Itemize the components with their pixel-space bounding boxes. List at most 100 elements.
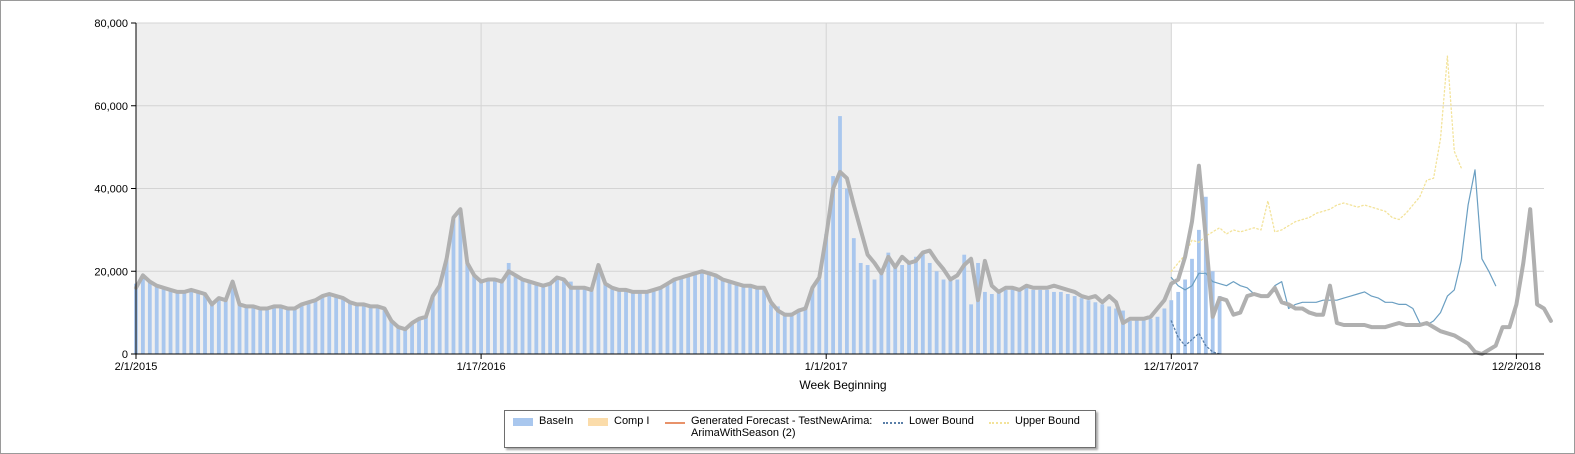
bar-basein (1162, 308, 1167, 354)
bar-basein (161, 287, 166, 354)
bar-basein (479, 281, 483, 354)
bar-basein (803, 306, 808, 354)
legend-item-lower-bound: Lower Bound (883, 415, 974, 427)
bar-basein (1017, 287, 1022, 354)
bar-basein (299, 304, 304, 354)
legend-label-basein: BaseIn (539, 415, 574, 427)
bar-basein (596, 271, 601, 354)
bar-basein (216, 298, 221, 354)
bar-basein (548, 283, 553, 354)
bar-basein (313, 300, 318, 354)
bar-basein (637, 291, 642, 354)
bar-basein (451, 219, 456, 354)
bar-basein (410, 322, 414, 354)
bar-basein (562, 279, 566, 354)
bar-basein (520, 279, 525, 354)
bar-basein (1134, 318, 1139, 354)
bar-basein (251, 306, 256, 354)
bar-basein (631, 291, 635, 354)
y-tick-label: 80,000 (94, 18, 128, 30)
bar-basein (575, 287, 580, 354)
bar-basein (1058, 291, 1063, 354)
bar-basein (417, 318, 421, 354)
bar-basein (527, 281, 532, 354)
bar-basein (872, 279, 877, 354)
bar-basein (962, 254, 967, 354)
legend-item-generated-forecast: Generated Forecast - TestNewArima: Arima… (665, 415, 886, 439)
bar-basein (976, 262, 980, 354)
legend-label-comp-i: Comp I (614, 415, 650, 427)
bar-basein (472, 275, 477, 354)
bar-basein (1141, 318, 1146, 354)
bar-basein (196, 291, 201, 354)
series-line-upper-bound (1170, 55, 1462, 272)
bar-basein (720, 279, 725, 354)
bar-basein (1121, 310, 1125, 354)
legend-label-lower-bound: Lower Bound (909, 415, 974, 427)
bar-basein (748, 285, 753, 354)
bar-basein (486, 279, 490, 354)
bar-basein (292, 308, 297, 354)
bar-basein (824, 234, 829, 354)
bar-basein (989, 294, 994, 354)
bar-basein (1024, 287, 1029, 354)
bar-basein (893, 267, 898, 354)
bar-basein (589, 287, 594, 354)
bar-basein (624, 289, 628, 354)
bar-basein (610, 287, 615, 354)
bar-basein (900, 265, 905, 354)
bar-basein (244, 306, 249, 354)
bar-basein (320, 296, 325, 354)
bar-basein (769, 304, 773, 354)
series-line-lower-bound (1170, 320, 1221, 355)
bar-basein (1065, 294, 1070, 354)
bar-basein (534, 283, 539, 354)
bar-basein (223, 300, 228, 354)
y-tick-label: 60,000 (94, 101, 128, 113)
bar-basein (430, 296, 435, 354)
bar-basein (1010, 287, 1015, 354)
bar-basein (955, 279, 960, 354)
bar-basein (382, 308, 387, 354)
bar-basein (1190, 258, 1194, 354)
bar-basein (396, 327, 401, 354)
bar-basein (983, 291, 987, 354)
bar-basein (1052, 291, 1056, 354)
bar-basein (1079, 298, 1084, 354)
bar-basein (1114, 308, 1118, 354)
bar-basein (734, 283, 739, 354)
bar-basein (969, 304, 974, 354)
bar-basein (493, 279, 497, 354)
bar-basein (741, 285, 746, 354)
bar-basein (1086, 300, 1091, 354)
bar-series-basein (134, 116, 1222, 354)
bar-basein (341, 298, 345, 354)
bar-basein (279, 306, 283, 354)
bar-basein (1155, 316, 1160, 354)
legend-label-generated-forecast: Generated Forecast - TestNewArima: Arima… (691, 415, 873, 439)
bar-basein (1072, 296, 1077, 354)
y-tick-label: 0 (122, 349, 128, 361)
legend-swatch-lower-bound (883, 422, 903, 424)
bar-basein (147, 281, 152, 354)
bar-basein (679, 277, 684, 354)
bar-basein (1031, 289, 1036, 354)
bar-basein (782, 312, 787, 354)
bar-basein (658, 287, 663, 354)
y-tick-label: 40,000 (94, 184, 128, 196)
bar-basein (1045, 289, 1049, 354)
bar-basein (713, 275, 718, 354)
bar-basein (886, 252, 891, 354)
legend-swatch-generated-forecast (665, 422, 685, 424)
bar-basein (368, 306, 373, 354)
bar-basein (465, 262, 470, 354)
line-series (134, 55, 1553, 356)
bar-basein (506, 262, 511, 354)
bar-basein (914, 256, 918, 354)
bar-basein (568, 281, 573, 354)
axes: 0 20,000 40,000 60,000 80,000 2/1/2015 1/17/20… (94, 18, 1544, 373)
bar-basein (1197, 229, 1201, 354)
bar-basein (686, 275, 691, 354)
bar-basein (817, 279, 822, 354)
bar-basein (948, 279, 953, 354)
